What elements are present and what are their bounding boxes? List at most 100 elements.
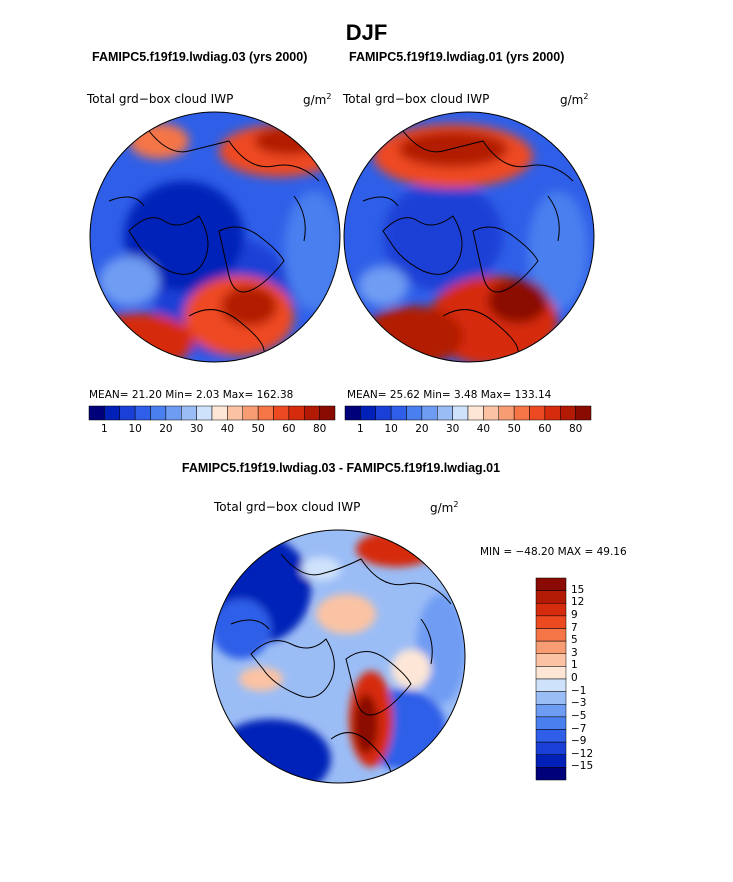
diff-colorbar-tick-label: 1 xyxy=(571,659,578,672)
diff-colorbar-tick-label: 3 xyxy=(571,646,578,659)
left-variable-label: Total grd−box cloud IWP xyxy=(87,92,234,106)
right-colorbar-swatch xyxy=(544,405,561,421)
diff-colorbar-tick-label: −1 xyxy=(571,684,587,697)
right-region-arctic-basin xyxy=(383,181,503,291)
diff-colorbar-swatch xyxy=(535,653,567,667)
diff-colorbar-tick-label: −12 xyxy=(571,747,594,760)
diff-title: FAMIPC5.f19f19.lwdiag.03 - FAMIPC5.f19f1… xyxy=(181,461,501,475)
left-colorbar-swatch xyxy=(257,405,274,421)
right-colorbar-swatch xyxy=(360,405,376,421)
diff-colorbar-tick-label: −9 xyxy=(571,735,587,748)
left-case-title: FAMIPC5.f19f19.lwdiag.03 (yrs 2000) xyxy=(92,50,308,64)
left-colorbar-tick-label: 40 xyxy=(220,423,235,435)
left-colorbar-swatch xyxy=(196,405,213,421)
diff-colorbar xyxy=(535,577,567,781)
left-colorbar-swatch xyxy=(88,405,105,421)
right-polar-map xyxy=(343,111,595,363)
left-region-arctic-basin xyxy=(124,181,244,291)
diff-region-sw-negative xyxy=(212,719,331,783)
left-colorbar-swatch xyxy=(150,405,167,421)
right-colorbar-tick-label: 80 xyxy=(568,423,583,435)
right-colorbar-tick-label: 40 xyxy=(476,423,491,435)
left-units-label: g/m2 xyxy=(303,92,332,107)
diff-colorbar-tick-label: −3 xyxy=(571,697,587,710)
diff-colorbar-tick-label: 12 xyxy=(571,596,585,609)
diff-colorbar-tick-label: −7 xyxy=(571,722,587,735)
right-colorbar-swatch xyxy=(483,405,499,421)
right-colorbar-tick-label: 10 xyxy=(384,423,398,435)
diff-colorbar-swatch xyxy=(535,577,567,591)
right-colorbar-tick-label: 30 xyxy=(445,423,460,435)
diff-colorbar-swatch xyxy=(535,590,567,604)
right-colorbar-swatch xyxy=(437,405,453,421)
diff-colorbar-swatch xyxy=(535,666,567,680)
right-colorbar-tick-label: 60 xyxy=(538,423,552,435)
left-colorbar-swatch xyxy=(134,405,151,421)
diff-colorbar-swatch xyxy=(535,678,567,692)
right-colorbar-swatch xyxy=(513,405,530,421)
right-case-title: FAMIPC5.f19f19.lwdiag.01 (yrs 2000) xyxy=(349,50,565,64)
diff-colorbar-swatch xyxy=(535,729,567,743)
diff-variable-label: Total grd−box cloud IWP xyxy=(214,500,361,514)
left-colorbar-swatch xyxy=(227,405,243,421)
right-colorbar-tick-label: 1 xyxy=(357,423,364,435)
left-coastlines xyxy=(108,130,320,352)
diff-colorbar-tick-label: 0 xyxy=(571,672,578,684)
left-polar-map xyxy=(89,111,341,363)
right-colorbar-swatch xyxy=(575,405,592,421)
right-stats: MEAN= 25.62 Min= 3.48 Max= 133.14 xyxy=(347,389,552,401)
right-units-label: g/m2 xyxy=(560,92,589,107)
right-colorbar-swatch xyxy=(529,405,546,421)
diff-colorbar-swatch xyxy=(535,741,567,755)
left-colorbar-tick-label: 80 xyxy=(312,423,327,435)
diff-colorbar-swatch xyxy=(535,640,567,654)
diff-colorbar-swatch xyxy=(535,716,567,730)
left-colorbar-swatch xyxy=(119,405,136,421)
right-colorbar-swatch xyxy=(452,405,469,421)
diff-units-label: g/m2 xyxy=(430,500,459,515)
diff-colorbar-swatch xyxy=(535,628,567,642)
diff-colorbar-swatch xyxy=(535,767,567,781)
left-colorbar-tick-label: 50 xyxy=(251,423,265,435)
left-colorbar-swatch xyxy=(288,405,305,421)
season-title: DJF xyxy=(345,20,388,45)
right-colorbar-swatch xyxy=(344,405,361,421)
right-colorbar-swatch xyxy=(375,405,392,421)
diff-colorbar-swatch xyxy=(535,603,567,617)
right-colorbar-swatch xyxy=(406,405,423,421)
diff-colorbar-swatch xyxy=(535,615,567,629)
left-colorbar-swatch xyxy=(319,405,336,421)
left-colorbar-swatch xyxy=(165,405,182,421)
diff-stats: MIN = −48.20 MAX = 49.16 xyxy=(480,546,627,558)
right-colorbar-tick-label: 50 xyxy=(507,423,521,435)
right-coastlines xyxy=(362,130,574,352)
diff-colorbar-tick-label: −15 xyxy=(571,760,594,773)
diff-colorbar-swatch xyxy=(535,754,567,768)
diff-colorbar-swatch xyxy=(535,704,567,718)
right-colorbar-swatch xyxy=(498,405,515,421)
right-colorbar xyxy=(344,405,592,421)
diff-colorbar-tick-label: −5 xyxy=(571,709,587,722)
right-variable-label: Total grd−box cloud IWP xyxy=(343,92,490,106)
left-colorbar-swatch xyxy=(181,405,197,421)
right-colorbar-swatch xyxy=(390,405,407,421)
diff-colorbar-tick-label: 5 xyxy=(571,634,578,647)
left-colorbar-swatch xyxy=(211,405,228,421)
diff-colorbar-tick-label: 7 xyxy=(571,621,578,634)
right-colorbar-swatch xyxy=(421,405,438,421)
left-colorbar-tick-label: 10 xyxy=(128,423,142,435)
left-colorbar-swatch xyxy=(304,405,320,421)
diff-region-pacific-positive xyxy=(356,531,436,567)
left-colorbar xyxy=(88,405,336,421)
left-stats: MEAN= 21.20 Min= 2.03 Max= 162.38 xyxy=(89,389,294,401)
right-colorbar-tick-label: 20 xyxy=(415,423,429,435)
diff-colorbar-swatch xyxy=(535,691,567,705)
left-colorbar-tick-label: 30 xyxy=(189,423,204,435)
left-colorbar-swatch xyxy=(273,405,290,421)
diff-coastlines xyxy=(230,553,452,775)
right-colorbar-swatch xyxy=(467,405,484,421)
right-colorbar-swatch xyxy=(560,405,576,421)
diff-colorbar-tick-label: 15 xyxy=(571,583,585,596)
left-colorbar-swatch xyxy=(104,405,120,421)
left-colorbar-tick-label: 20 xyxy=(159,423,173,435)
